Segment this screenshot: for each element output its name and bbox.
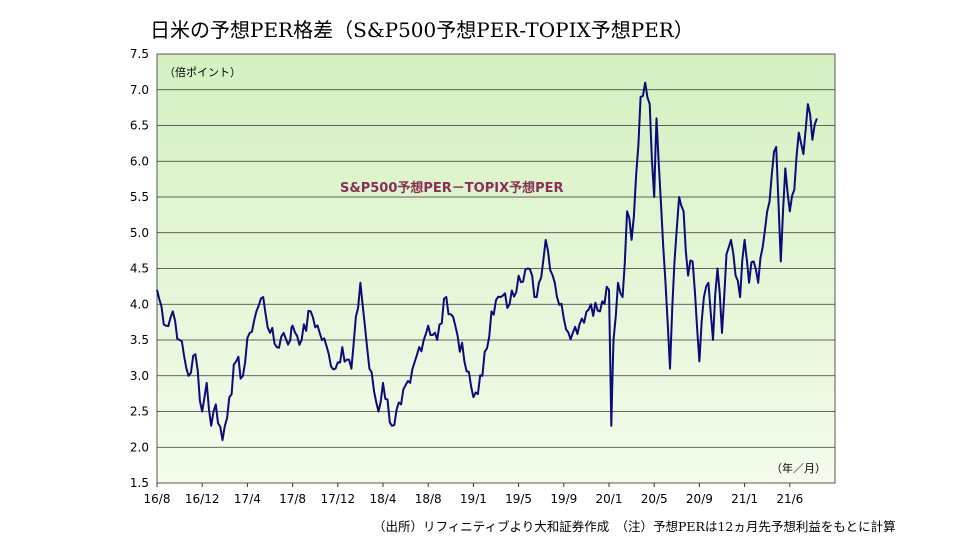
y-tick-label: 5.0	[130, 226, 149, 240]
x-tick-label: 19/5	[505, 492, 532, 506]
y-tick-label: 3.0	[130, 369, 149, 383]
source-note: （出所）リフィニティブより大和証券作成 （注）予想PERは12ヵ月先予想利益をも…	[373, 519, 896, 534]
y-axis-label: （倍ポイント）	[164, 65, 241, 79]
x-tick-label: 17/8	[279, 492, 306, 506]
x-tick-label: 17/12	[321, 492, 356, 506]
x-tick-label: 18/8	[415, 492, 442, 506]
y-tick-label: 6.5	[130, 119, 149, 133]
x-axis-label: （年／月）	[771, 461, 826, 475]
chart-title: 日米の予想PER格差（S&P500予想PER-TOPIX予想PER）	[150, 18, 694, 42]
y-tick-label: 1.5	[130, 476, 149, 490]
x-tick-label: 20/5	[641, 492, 668, 506]
y-tick-label: 7.0	[130, 83, 149, 97]
gridlines	[157, 89, 835, 448]
x-axis: 16/8 16/12 17/4 17/8 17/12 18/4 18/8 19/1 19/5 19…	[144, 483, 803, 506]
x-tick-label: 21/6	[776, 492, 803, 506]
x-tick-label: 16/12	[185, 492, 220, 506]
series-annotation: S&P500予想PER－TOPIX予想PER	[340, 180, 564, 196]
y-tick-label: 3.5	[130, 333, 149, 347]
x-tick-label: 21/1	[731, 492, 758, 506]
y-tick-label: 4.5	[130, 262, 149, 276]
y-tick-label: 7.5	[130, 47, 149, 61]
x-tick-label: 19/9	[550, 492, 577, 506]
x-tick-label: 19/1	[460, 492, 487, 506]
x-tick-label: 20/1	[596, 492, 623, 506]
y-tick-label: 2.0	[130, 440, 149, 454]
x-tick-label: 20/9	[686, 492, 713, 506]
y-tick-label: 4.0	[130, 297, 149, 311]
y-tick-label: 6.0	[130, 154, 149, 168]
y-axis: 1.5 2.0 2.5 3.0 3.5 4.0 4.5 5.0 5.5 6.0 6.5 7.0 7.5	[130, 47, 149, 490]
series-group	[156, 81, 818, 442]
x-tick-label: 18/4	[370, 492, 397, 506]
y-tick-label: 2.5	[130, 405, 149, 419]
x-tick-label: 17/4	[234, 492, 261, 506]
x-tick-label: 16/8	[144, 492, 171, 506]
y-tick-label: 5.5	[130, 190, 149, 204]
series-line	[156, 81, 818, 442]
